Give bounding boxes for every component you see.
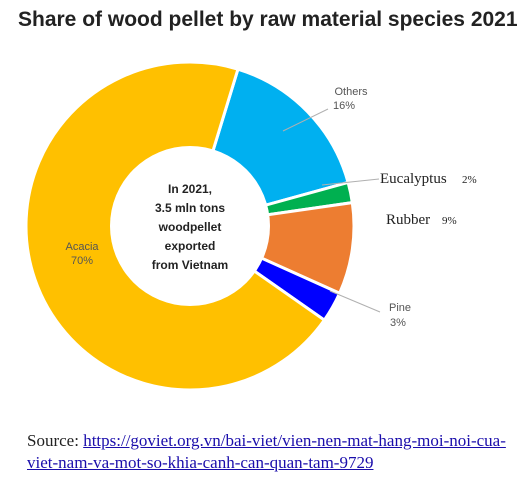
slice-value-rubber: 9%	[442, 215, 457, 227]
slice-value-eucalyptus: 2%	[462, 174, 477, 186]
slice-name-eucalyptus: Eucalyptus	[380, 171, 447, 187]
chart-title: Share of wood pellet by raw material spe…	[18, 8, 518, 31]
center-text-line-5: from Vietnam	[152, 258, 228, 272]
center-text-line-4: exported	[165, 239, 216, 253]
slice-value-others: 16%	[333, 100, 355, 112]
center-text-line-2: 3.5 mln tons	[155, 201, 225, 215]
center-text-line-3: woodpellet	[158, 220, 222, 234]
slice-name-rubber: Rubber	[386, 212, 430, 228]
center-text-line-1: In 2021,	[168, 182, 212, 196]
source-link[interactable]: https://goviet.org.vn/bai-viet/vien-nen-…	[27, 431, 506, 472]
leader-line-eucalyptus	[321, 178, 380, 186]
slice-name-pine: Pine	[389, 302, 411, 314]
leader-line-pine	[329, 290, 381, 313]
donut-chart: In 2021, 3.5 mln tons woodpellet exporte…	[24, 60, 477, 392]
slice-name-others: Others	[334, 86, 368, 98]
slice-value-acacia: 70%	[71, 255, 93, 267]
leader-line-others	[282, 108, 329, 132]
slice-name-acacia: Acacia	[65, 241, 99, 253]
slice-value-pine: 3%	[390, 317, 406, 329]
donut-hole	[110, 146, 270, 306]
source-prefix: Source:	[27, 431, 79, 450]
source-note: Source: https://goviet.org.vn/bai-viet/v…	[27, 430, 517, 474]
